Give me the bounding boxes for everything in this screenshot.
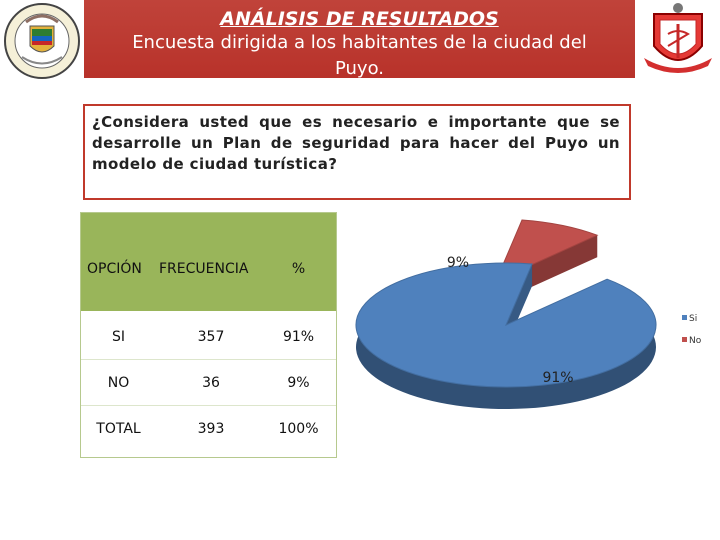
title-banner: ANÁLISIS DE RESULTADOS Encuesta dirigida… [84,0,635,79]
row-total-percent: 100% [278,421,319,437]
pie-chart: 91% 9% Si No [355,219,702,409]
row-total-frequency: 393 [197,421,225,437]
question-box: ¿Considera usted que es necesario e impo… [83,104,631,200]
header-frequency: FRECUENCIA [159,261,249,277]
row-si-percent: 91% [282,329,315,345]
header-percent: % [291,261,306,277]
row-no-frequency: 36 [202,375,220,391]
table-header [81,213,336,311]
pie-data-label-si: 91% [542,370,573,386]
row-total-option: TOTAL [96,421,141,437]
row-divider [81,405,336,406]
city-crest-logo [644,3,712,73]
header-option: OPCIÓN [87,261,142,277]
row-si-option: SI [111,329,125,345]
row-si-frequency: 357 [197,329,225,345]
legend-swatch-no [682,337,687,342]
question-text: ¿Considera usted que es necesario e impo… [92,113,620,173]
row-divider [81,359,336,360]
results-table: OPCIÓN FRECUENCIA % SI 357 91% NO 36 9% … [80,212,337,458]
pie-data-label-no: 9% [447,255,469,271]
university-seal-logo [4,3,80,79]
legend-label-si: Si [689,314,697,324]
legend-label-no: No [689,336,702,346]
legend-swatch-si [682,315,687,320]
page-subtitle: Encuesta dirigida a los habitantes de la… [132,32,587,79]
row-no-percent: 9% [287,375,310,391]
row-no-option: NO [107,375,130,391]
pie-slice-si [355,262,657,388]
page-title: ANÁLISIS DE RESULTADOS [220,8,499,30]
